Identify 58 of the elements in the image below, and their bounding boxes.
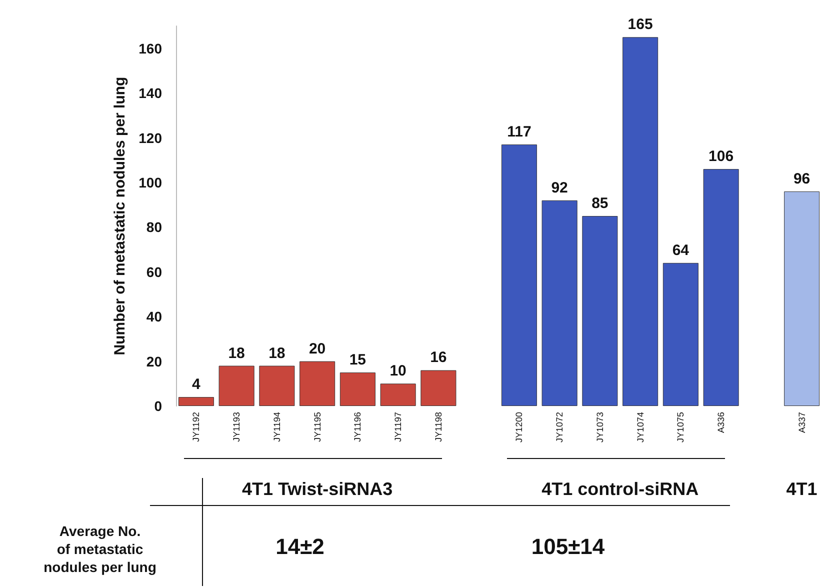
data-label: 16 xyxy=(430,349,447,366)
x-tick-label: JY1195 xyxy=(312,412,322,442)
bar xyxy=(259,366,295,406)
y-tick-label: 80 xyxy=(146,219,162,236)
text: 105±14 xyxy=(531,533,605,561)
data-label: 18 xyxy=(228,344,245,362)
bar xyxy=(542,200,578,406)
data-label: 18 xyxy=(268,344,286,362)
bar xyxy=(703,169,739,406)
bar xyxy=(218,366,254,406)
bar xyxy=(300,361,336,406)
text: Average No. of metastatic nodules per lung xyxy=(44,522,156,577)
data-label: 106 xyxy=(708,148,734,166)
x-tick-label: JY1200 xyxy=(514,412,524,443)
data-label: 4 xyxy=(192,376,202,394)
x-tick-label: JY1196 xyxy=(352,412,363,442)
bar xyxy=(501,144,537,406)
data-label: 96 xyxy=(793,170,810,188)
bar xyxy=(380,384,416,406)
x-tick-label: JY1074 xyxy=(635,412,646,443)
bar xyxy=(622,37,658,406)
x-tick-label: JY1194 xyxy=(272,412,282,442)
data-label: 64 xyxy=(672,242,690,259)
bar xyxy=(784,191,820,406)
data-label: 10 xyxy=(390,362,406,380)
x-tick-label: JY1075 xyxy=(676,412,686,443)
data-label: 20 xyxy=(308,340,326,358)
text: 4T1 Twist-siRNA3 xyxy=(242,478,393,501)
y-tick-label: 0 xyxy=(154,398,162,414)
bar xyxy=(178,397,214,406)
bar xyxy=(340,372,376,406)
x-tick-label: JY1193 xyxy=(232,412,242,442)
bar xyxy=(420,370,456,406)
y-tick-label: 140 xyxy=(138,85,162,102)
data-label: 85 xyxy=(592,195,608,212)
x-tick-label: A336 xyxy=(716,412,726,434)
y-tick-label: 40 xyxy=(146,308,162,325)
y-tick-label: 60 xyxy=(146,264,162,280)
x-tick-label: JY1073 xyxy=(594,412,605,443)
y-tick-label: 120 xyxy=(138,130,162,146)
text: 4T1 control-siRNA xyxy=(542,478,699,501)
y-tick-label: 160 xyxy=(138,40,162,56)
data-label: 117 xyxy=(507,123,532,140)
x-tick-label: JY1197 xyxy=(393,412,404,442)
y-axis-title: Number of metastatic nodules per lung xyxy=(112,76,129,356)
y-tick-label: 20 xyxy=(146,353,162,370)
y-tick-label: 100 xyxy=(138,174,162,190)
x-tick-label: JY1192 xyxy=(191,412,202,442)
x-tick-label: JY1198 xyxy=(433,412,444,442)
bar xyxy=(662,262,698,406)
x-tick-label: A337 xyxy=(796,412,807,434)
data-label: 165 xyxy=(628,16,653,34)
data-label: 15 xyxy=(349,351,366,368)
data-label: 92 xyxy=(551,179,568,196)
x-tick-label: JY1072 xyxy=(554,412,565,443)
text: 4T1 xyxy=(786,478,818,501)
text: 14±2 xyxy=(276,533,324,561)
bar xyxy=(582,216,618,406)
